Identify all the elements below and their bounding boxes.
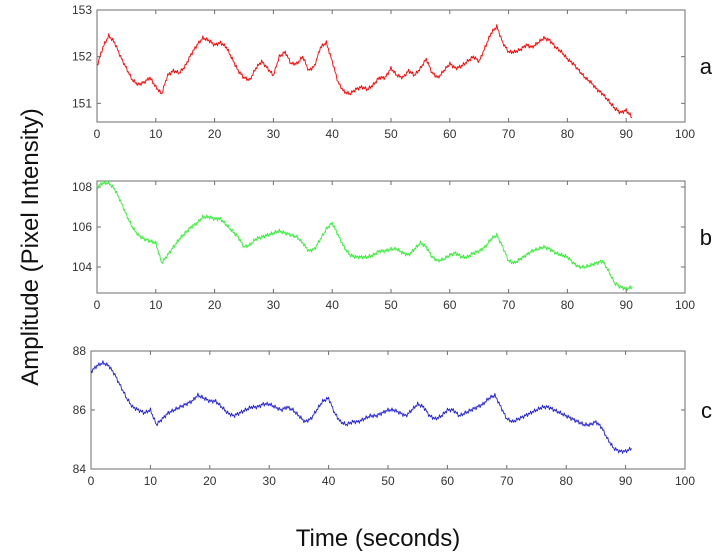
panel-label-a: a — [700, 54, 713, 79]
y-tick-label-b-104: 104 — [72, 260, 92, 274]
series-line-b-0 — [96, 180, 633, 291]
x-tick-label-b-90: 90 — [620, 298, 634, 312]
x-tick-label-a-20: 20 — [208, 127, 222, 141]
x-tick-label-c-0: 0 — [88, 474, 95, 488]
plot-frame-b — [96, 180, 686, 294]
x-tick-label-c-30: 30 — [263, 474, 277, 488]
x-tick-label-b-40: 40 — [326, 298, 340, 312]
y-tick-label-b-106: 106 — [72, 220, 92, 234]
x-axis-title: Time (seconds) — [296, 525, 460, 552]
panel-label-c: c — [701, 398, 712, 423]
x-tick-label-a-50: 50 — [384, 127, 398, 141]
panel-c: 0 10 20 30 40 50 60 70 80 90 100 84 86 88 c — [73, 344, 712, 488]
x-tick-label-c-90: 90 — [619, 474, 633, 488]
x-tick-label-a-80: 80 — [561, 127, 575, 141]
x-tick-label-c-40: 40 — [322, 474, 336, 488]
x-tick-label-b-70: 70 — [502, 298, 516, 312]
x-tick-label-a-0: 0 — [94, 127, 101, 141]
x-tick-label-b-30: 30 — [267, 298, 281, 312]
x-tick-label-c-10: 10 — [144, 474, 158, 488]
panel-label-b: b — [700, 225, 712, 250]
y-tick-label-a-151: 151 — [72, 96, 92, 110]
y-tick-label-b-108: 108 — [72, 180, 92, 194]
x-tick-label-c-60: 60 — [441, 474, 455, 488]
x-tick-label-b-0: 0 — [94, 298, 101, 312]
x-tick-label-a-70: 70 — [502, 127, 516, 141]
x-tick-label-c-20: 20 — [203, 474, 217, 488]
x-tick-label-b-50: 50 — [384, 298, 398, 312]
x-tick-label-c-50: 50 — [381, 474, 395, 488]
x-tick-label-c-80: 80 — [560, 474, 574, 488]
panel-b: 0 10 20 30 40 50 60 70 80 90 100 104 106 108 b — [72, 180, 712, 312]
y-tick-label-a-153: 153 — [72, 3, 92, 17]
series-line-c-0 — [90, 360, 632, 454]
x-tick-label-a-60: 60 — [443, 127, 457, 141]
x-tick-label-a-30: 30 — [267, 127, 281, 141]
x-tick-label-a-90: 90 — [620, 127, 634, 141]
y-tick-label-c-86: 86 — [73, 403, 87, 417]
y-axis-title: Amplitude (Pixel Intensity) — [17, 108, 44, 385]
plot-frame-c — [90, 350, 686, 470]
x-tick-label-b-20: 20 — [208, 298, 222, 312]
x-tick-label-b-100: 100 — [675, 298, 695, 312]
series-line-a-0 — [96, 24, 633, 119]
panel-a: 0 10 20 30 40 50 60 70 80 90 100 151 152 153 a — [72, 3, 713, 141]
y-tick-label-c-84: 84 — [73, 462, 87, 476]
y-tick-label-a-152: 152 — [72, 50, 92, 64]
x-tick-label-b-80: 80 — [561, 298, 575, 312]
x-tick-label-b-60: 60 — [443, 298, 457, 312]
x-tick-label-b-10: 10 — [149, 298, 163, 312]
x-tick-label-a-40: 40 — [326, 127, 340, 141]
y-tick-label-c-88: 88 — [73, 344, 87, 358]
x-tick-label-a-100: 100 — [675, 127, 695, 141]
x-tick-label-c-100: 100 — [675, 474, 695, 488]
x-tick-label-a-10: 10 — [149, 127, 163, 141]
x-tick-label-c-70: 70 — [500, 474, 514, 488]
